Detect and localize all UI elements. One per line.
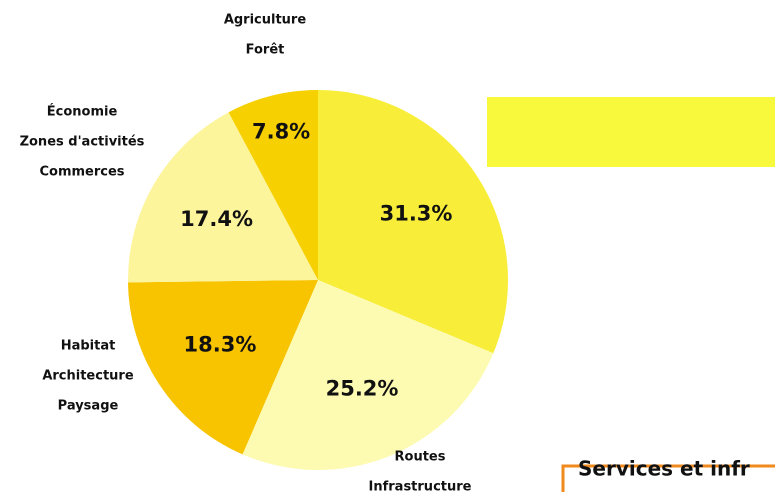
category-label: Agriculture (224, 13, 307, 28)
pie-slice (318, 90, 508, 354)
category-label: Habitat (61, 339, 116, 354)
annotation-box (561, 464, 775, 496)
annotation: Services et infr (578, 457, 750, 481)
value-label: 17.4% (180, 207, 253, 231)
category-label: Infrastructure (369, 480, 472, 493)
category-label: Zones d'activités (20, 135, 145, 150)
pie: 31.3%Aménagement du territoireet urbanis… (20, 13, 754, 495)
label-box (487, 97, 775, 167)
pie-slice (242, 280, 494, 470)
category-label: Économie (47, 104, 118, 120)
value-label: 18.3% (184, 332, 257, 356)
category-label: Commerces (39, 165, 124, 180)
pie-slice (228, 90, 318, 280)
category-label: Paysage (58, 399, 119, 414)
pie-slice (128, 280, 318, 455)
category-label: Routes (395, 450, 446, 465)
pie-slice (127, 112, 318, 283)
category-label: Architecture (42, 369, 134, 384)
value-label: 7.8% (252, 120, 310, 144)
value-label: 31.3% (380, 202, 453, 226)
value-label: 25.2% (326, 376, 399, 400)
category-label: Forêt (246, 43, 285, 58)
